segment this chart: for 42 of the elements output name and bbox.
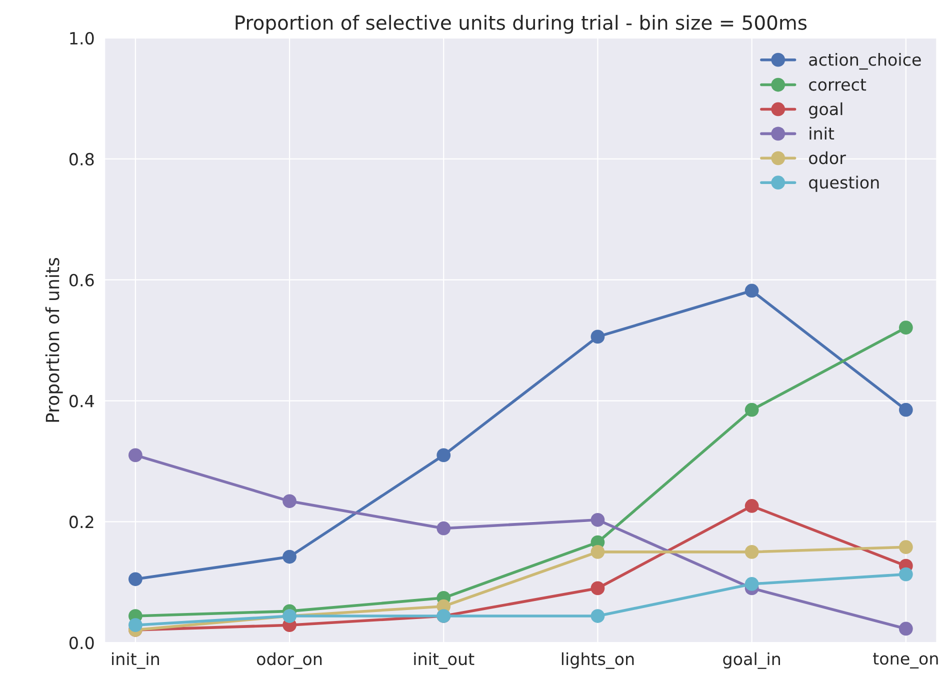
point (282, 550, 296, 564)
y-tick-label: 0.6 (69, 274, 94, 286)
legend-label: question (809, 176, 879, 192)
x-tick-label: goal_in (723, 652, 780, 669)
y-axis-title: Proportion of units (45, 258, 63, 422)
point (128, 572, 142, 586)
x-tick-label: tone_on (873, 652, 938, 668)
point (128, 618, 142, 632)
x-tick-label: init_out (414, 652, 474, 669)
point (744, 499, 759, 513)
point (282, 494, 296, 508)
point (436, 448, 451, 462)
point (128, 448, 142, 462)
y-tick-label: 0.0 (69, 636, 94, 650)
point (898, 567, 913, 582)
x-tick-label: init_in (112, 652, 159, 669)
point (898, 402, 913, 417)
point (590, 544, 605, 559)
point (744, 577, 759, 591)
point (744, 544, 759, 559)
point (898, 320, 913, 335)
y-tick-label: 0.8 (69, 152, 94, 166)
x-tick-label: odor_on (256, 652, 322, 669)
point (590, 609, 605, 623)
point (436, 521, 451, 536)
legend-label: goal (809, 102, 842, 119)
x-tick-label: lights_on (562, 652, 634, 669)
point (744, 284, 759, 298)
point (590, 581, 605, 596)
legend-label: odor (809, 151, 846, 164)
legend-label: correct (809, 78, 866, 91)
legend-label: init (810, 126, 834, 140)
legend-label: action_choice (809, 53, 921, 70)
point (590, 512, 605, 527)
chart-title: Proportion of selective units during trial - bin size = 500ms (236, 14, 807, 34)
point (590, 330, 605, 344)
y-tick-label: 0.2 (69, 516, 94, 528)
point (898, 540, 913, 554)
point (744, 402, 759, 417)
y-tick-label: 1.0 (70, 32, 94, 45)
point (898, 622, 913, 636)
y-tick-label: 0.4 (69, 394, 94, 408)
